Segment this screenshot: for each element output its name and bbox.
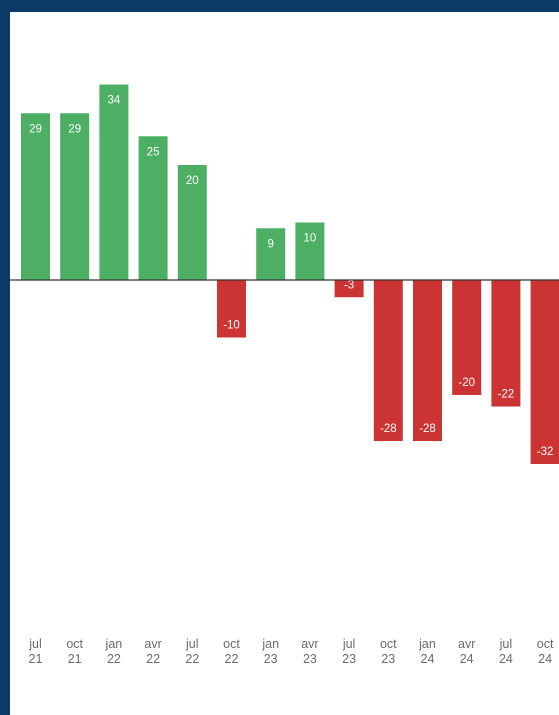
bar-value-label-2: 34	[108, 95, 121, 107]
x-tick-month-12: jul	[499, 637, 513, 651]
x-tick-month-2: jan	[105, 637, 123, 651]
x-tick-month-3: avr	[144, 637, 161, 651]
bar-6	[256, 228, 286, 280]
bar-10	[413, 280, 442, 441]
x-tick-month-9: oct	[380, 637, 397, 651]
x-tick-month-7: avr	[301, 637, 318, 651]
bar-8	[334, 280, 364, 298]
bar-1	[60, 113, 90, 280]
bar-labels-layer: 29 29 34 25 20 -10 9 10 -3 -28 -28 -20 -22 -32	[29, 95, 553, 459]
x-tick-month-13: oct	[537, 637, 554, 651]
bar-value-label-13: -32	[537, 446, 554, 458]
bar-3	[138, 136, 168, 280]
bar-value-label-1: 29	[68, 123, 81, 135]
bar-11	[452, 280, 482, 395]
x-tick-month-8: jul	[342, 637, 356, 651]
bar-12	[491, 280, 521, 407]
bar-value-label-3: 25	[147, 146, 160, 158]
bar-value-label-12: -22	[498, 389, 515, 401]
bar-13	[530, 280, 559, 464]
x-tick-month-5: oct	[223, 637, 240, 651]
x-tick-month-4: jul	[185, 637, 199, 651]
bar-value-label-10: -28	[419, 423, 436, 435]
x-tick-month-1: oct	[66, 637, 83, 651]
x-tick-year-13: 24	[538, 652, 552, 666]
x-tick-labels: jul21oct21jan22avr22jul22oct22jan23avr23…	[28, 637, 554, 666]
x-tick-month-10: jan	[418, 637, 436, 651]
x-tick-year-12: 24	[499, 652, 513, 666]
x-tick-year-2: 22	[107, 652, 121, 666]
x-tick-month-11: avr	[458, 637, 475, 651]
bar-value-label-11: -20	[458, 377, 475, 389]
x-tick-year-10: 24	[421, 652, 435, 666]
bar-value-label-4: 20	[186, 175, 199, 187]
x-tick-year-11: 24	[460, 652, 474, 666]
bar-9	[373, 280, 403, 441]
bar-4	[177, 165, 207, 280]
x-tick-year-3: 22	[146, 652, 160, 666]
x-tick-month-0: jul	[28, 637, 42, 651]
bar-value-label-8: -3	[344, 279, 354, 291]
bar-7	[295, 222, 325, 280]
x-tick-month-6: jan	[261, 637, 279, 651]
x-tick-year-6: 23	[264, 652, 278, 666]
bar-value-label-0: 29	[29, 123, 42, 135]
bars-layer	[21, 84, 559, 464]
x-tick-year-5: 22	[225, 652, 239, 666]
bar-value-label-6: 9	[267, 238, 273, 250]
x-tick-year-8: 23	[342, 652, 356, 666]
bar-value-label-9: -28	[380, 423, 397, 435]
bar-0	[21, 113, 50, 280]
bar-2	[99, 84, 129, 280]
x-tick-year-9: 23	[381, 652, 395, 666]
bar-value-label-5: -10	[223, 320, 240, 332]
x-tick-year-1: 21	[68, 652, 82, 666]
x-tick-year-4: 22	[185, 652, 199, 666]
bar-5	[217, 280, 246, 338]
x-tick-year-0: 21	[29, 652, 43, 666]
x-tick-year-7: 23	[303, 652, 317, 666]
chart-panel: 29 29 34 25 20 -10 9 10 -3 -28 -28 -20 -22 -32 jul 21 o…	[10, 12, 559, 715]
bar-value-label-7: 10	[304, 233, 317, 245]
